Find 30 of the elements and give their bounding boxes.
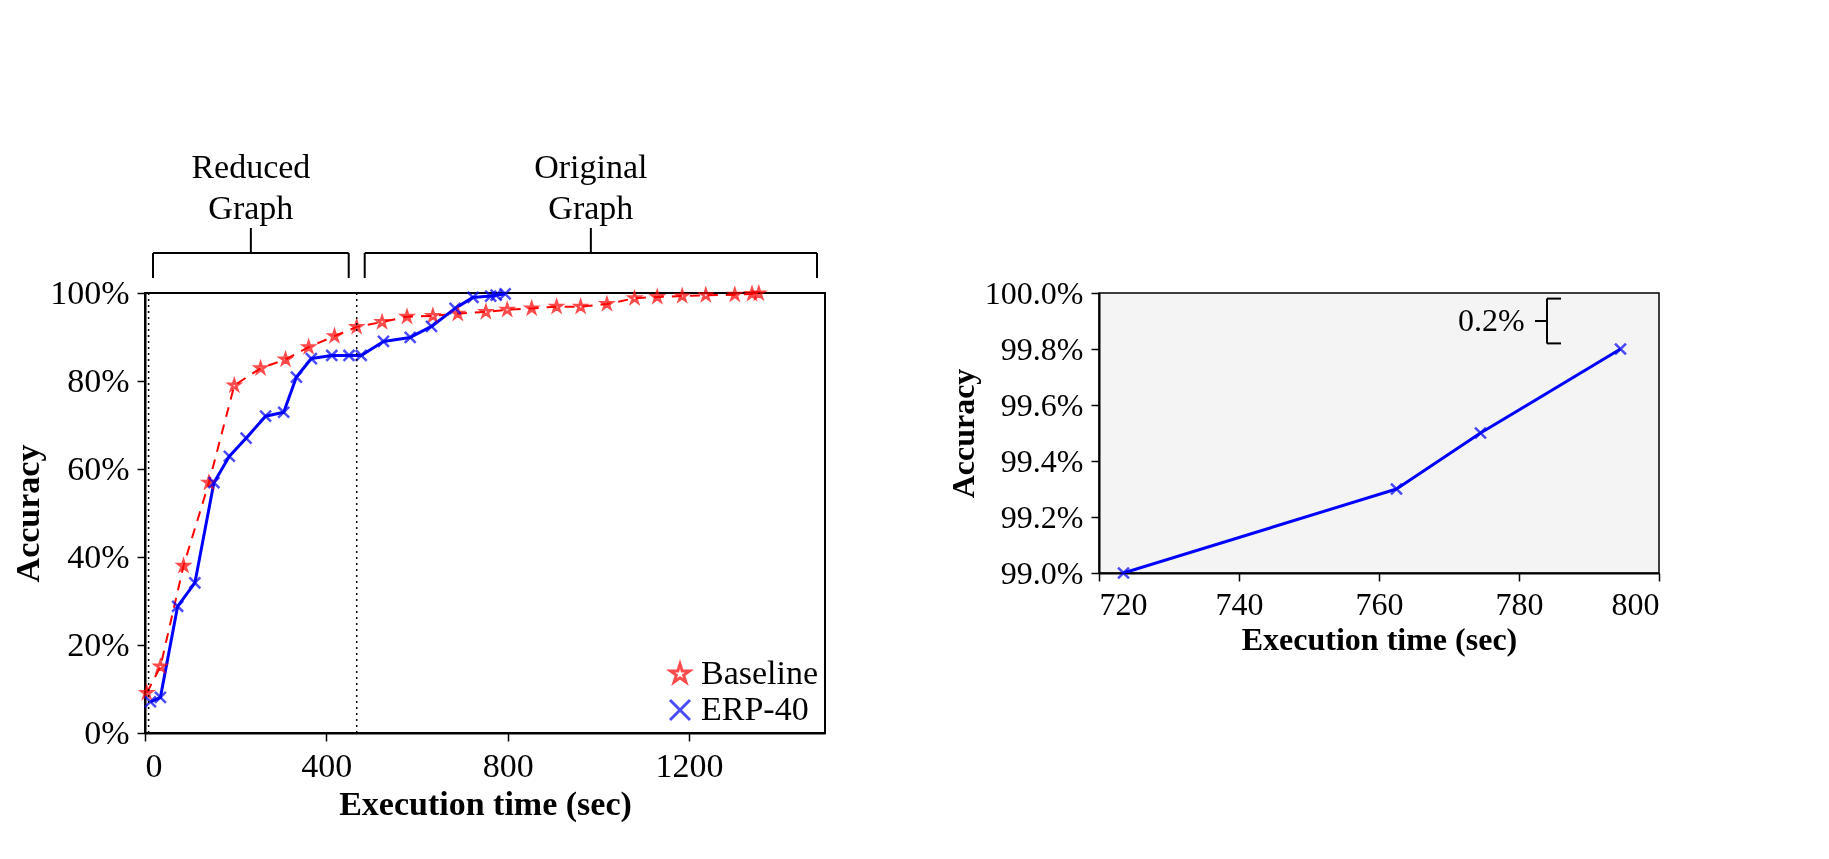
text: Original Graph (534, 148, 648, 226)
x-tick-label: 400 (301, 746, 353, 784)
y-tick-label: 60% (67, 449, 130, 487)
y-axis-title: Accuracy (944, 368, 981, 499)
x-tick-label: 760 (1355, 585, 1404, 622)
x-tick-label: 780 (1495, 585, 1544, 622)
y-tick-label: 99.0% (1000, 554, 1084, 591)
y-tick-label: 99.8% (1000, 330, 1084, 367)
y-tick-label: 0% (84, 713, 130, 751)
x-tick-label: 720 (1099, 585, 1148, 622)
y-tick-label: 100.0% (984, 274, 1084, 311)
legend-label: ERP-40 (701, 690, 809, 727)
text: Reduced Graph (191, 148, 311, 226)
y-tick-label: 99.6% (1000, 386, 1084, 423)
y-tick-label: 100% (50, 273, 130, 311)
y-tick-label: 99.2% (1000, 498, 1084, 535)
x-tick-label: 800 (482, 746, 534, 784)
x-axis-title: Execution time (sec) (339, 784, 632, 823)
x-tick-label: 800 (1611, 585, 1660, 622)
legend-label: Baseline (701, 654, 819, 691)
y-tick-label: 99.4% (1000, 442, 1084, 479)
x-axis-title: Execution time (sec) (1241, 620, 1518, 657)
y-axis-title: Accuracy (9, 444, 47, 583)
annotation: 0.2% (1457, 302, 1525, 338)
y-tick-label: 40% (67, 537, 130, 575)
x-tick-label: 740 (1215, 585, 1264, 622)
x-tick-label: 0 (145, 746, 163, 784)
x-tick-label: 1200 (655, 746, 724, 784)
y-tick-label: 20% (67, 625, 130, 663)
y-tick-label: 80% (67, 361, 130, 399)
